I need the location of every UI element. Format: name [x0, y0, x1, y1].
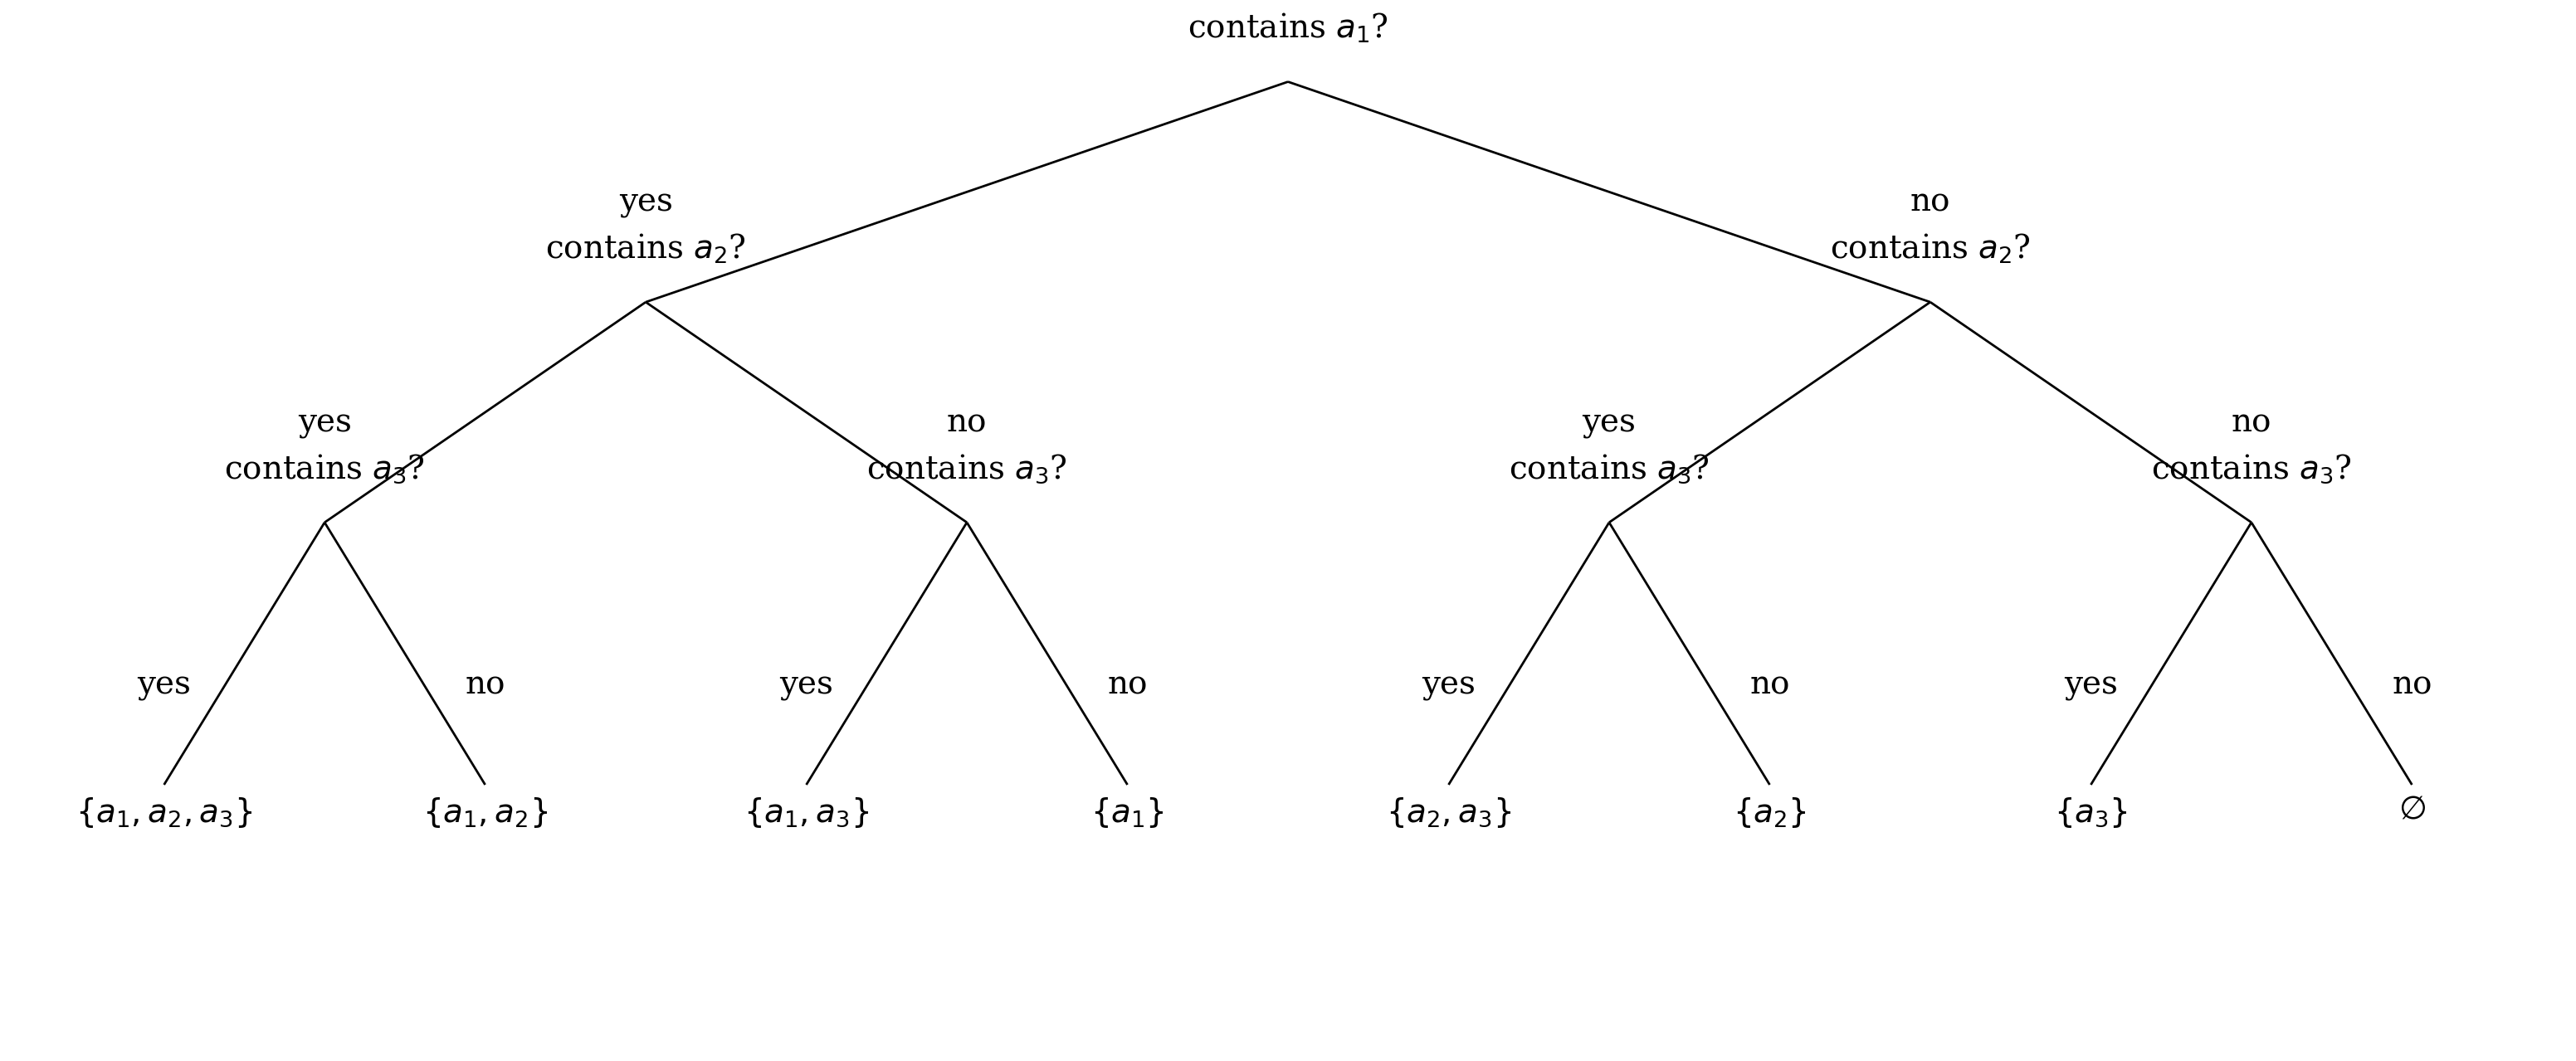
Text: yes: yes	[2063, 671, 2117, 701]
Text: $\varnothing$: $\varnothing$	[2398, 796, 2427, 825]
Text: yes: yes	[1422, 671, 1476, 701]
Text: no: no	[948, 407, 987, 438]
Text: yes: yes	[1582, 407, 1636, 438]
Text: $\{a_2\}$: $\{a_2\}$	[1734, 796, 1806, 830]
Text: $\{a_1, a_2, a_3\}$: $\{a_1, a_2, a_3\}$	[75, 796, 252, 830]
Text: contains $a_3$?: contains $a_3$?	[2151, 453, 2352, 486]
Text: no: no	[2231, 407, 2272, 438]
Text: yes: yes	[137, 671, 191, 701]
Text: $\{a_2, a_3\}$: $\{a_2, a_3\}$	[1386, 796, 1512, 830]
Text: contains $a_2$?: contains $a_2$?	[546, 232, 747, 265]
Text: $\{a_1, a_2\}$: $\{a_1, a_2\}$	[422, 796, 549, 830]
Text: contains $a_2$?: contains $a_2$?	[1829, 232, 2030, 265]
Text: contains $a_3$?: contains $a_3$?	[224, 453, 425, 486]
Text: $\{a_3\}$: $\{a_3\}$	[2053, 796, 2128, 830]
Text: no: no	[2393, 671, 2432, 701]
Text: $\{a_1, a_3\}$: $\{a_1, a_3\}$	[744, 796, 868, 830]
Text: contains $a_3$?: contains $a_3$?	[1510, 453, 1710, 486]
Text: yes: yes	[299, 407, 350, 438]
Text: no: no	[1911, 188, 1950, 219]
Text: no: no	[1749, 671, 1790, 701]
Text: no: no	[1108, 671, 1146, 701]
Text: contains $a_1$?: contains $a_1$?	[1188, 12, 1388, 45]
Text: yes: yes	[781, 671, 832, 701]
Text: no: no	[466, 671, 505, 701]
Text: contains $a_3$?: contains $a_3$?	[866, 453, 1066, 486]
Text: yes: yes	[618, 188, 672, 219]
Text: $\{a_1\}$: $\{a_1\}$	[1090, 796, 1164, 830]
